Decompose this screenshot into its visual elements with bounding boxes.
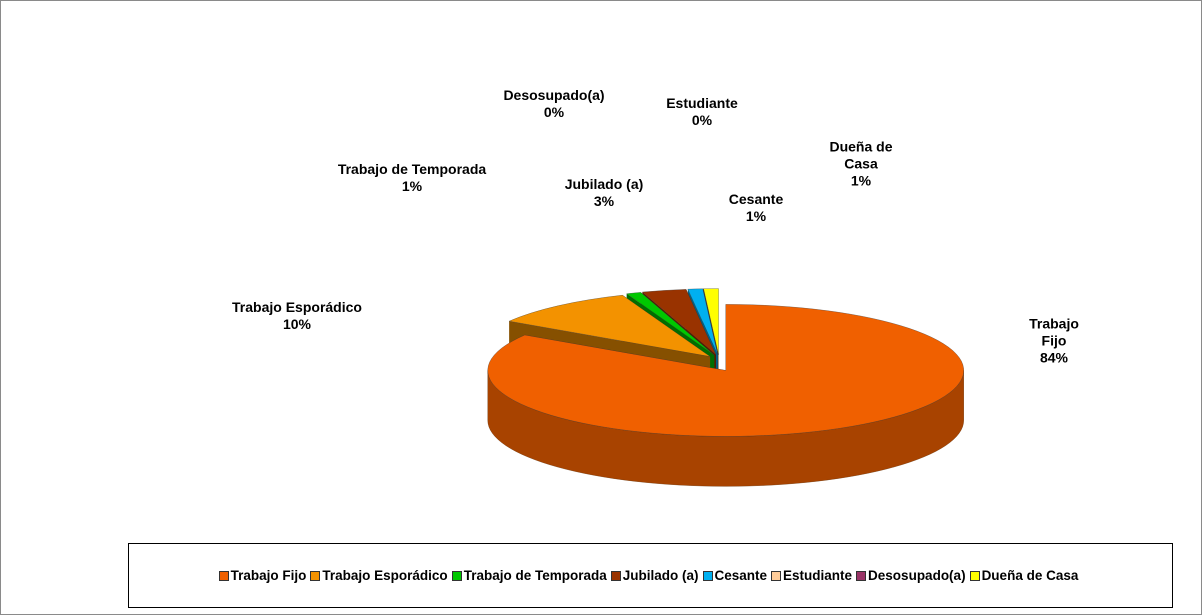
legend-swatch bbox=[702, 570, 713, 581]
data-label: Cesante 1% bbox=[706, 191, 806, 225]
slice-top bbox=[508, 295, 711, 357]
legend-swatch bbox=[310, 570, 321, 581]
legend-swatch bbox=[969, 570, 980, 581]
data-label-name: Trabajo Fijo bbox=[1029, 315, 1079, 349]
legend-item: Desosupado(a) bbox=[856, 568, 966, 583]
data-label: Trabajo de Temporada 1% bbox=[312, 161, 512, 195]
legend-item: Estudiante bbox=[771, 568, 852, 583]
legend-swatch bbox=[856, 570, 867, 581]
data-label-name: Trabajo de Temporada bbox=[337, 161, 487, 177]
data-label-value: 0% bbox=[691, 112, 713, 128]
slice-top bbox=[703, 288, 719, 355]
legend-label: Desosupado(a) bbox=[868, 568, 966, 583]
data-label-name: Desosupado(a) bbox=[503, 87, 605, 103]
data-label-value: 84% bbox=[1039, 349, 1069, 366]
legend-label: Trabajo Esporádico bbox=[322, 568, 448, 583]
slice-top bbox=[487, 304, 964, 437]
legend-label: Trabajo de Temporada bbox=[463, 568, 607, 583]
legend-swatch bbox=[451, 570, 462, 581]
legend-item: Cesante bbox=[702, 568, 768, 583]
data-label-value: 10% bbox=[282, 316, 312, 332]
data-label-name: Trabajo Esporádico bbox=[232, 299, 362, 315]
data-label: Dueña de Casa 1% bbox=[826, 139, 896, 190]
data-label: Trabajo Fijo 84% bbox=[1019, 316, 1089, 367]
data-label-value: 1% bbox=[401, 178, 423, 194]
data-label-value: 0% bbox=[543, 104, 565, 120]
slice-top bbox=[642, 289, 717, 355]
data-label-value: 1% bbox=[745, 208, 767, 224]
legend-label: Estudiante bbox=[783, 568, 853, 583]
legend-swatch bbox=[218, 570, 229, 581]
data-label-value: 1% bbox=[850, 172, 872, 189]
legend-label: Dueña de Casa bbox=[981, 568, 1079, 583]
data-label: Trabajo Esporádico 10% bbox=[197, 299, 397, 333]
legend-swatch bbox=[610, 570, 621, 581]
slice-top bbox=[703, 288, 719, 355]
data-label-value: 3% bbox=[593, 193, 615, 209]
legend-label: Cesante bbox=[714, 568, 768, 583]
legend-label: Jubilado (a) bbox=[622, 568, 699, 583]
legend-swatch bbox=[771, 570, 782, 581]
slice-top bbox=[626, 292, 715, 356]
legend-item: Trabajo Fijo bbox=[218, 568, 307, 583]
slice-top bbox=[687, 288, 718, 355]
legend-label: Trabajo Fijo bbox=[230, 568, 307, 583]
legend-item: Dueña de Casa bbox=[969, 568, 1079, 583]
pie-slice bbox=[487, 304, 964, 487]
data-label: Estudiante 0% bbox=[642, 95, 762, 129]
data-label-name: Estudiante bbox=[666, 95, 738, 111]
data-label-name: Cesante bbox=[728, 191, 784, 207]
legend-item: Jubilado (a) bbox=[610, 568, 699, 583]
legend: Trabajo Fijo Trabajo Esporádico Trabajo de… bbox=[128, 543, 1173, 608]
data-label: Desosupado(a) 0% bbox=[484, 87, 624, 121]
pie bbox=[487, 288, 964, 487]
data-label: Jubilado (a) 3% bbox=[544, 176, 664, 210]
data-label-name: Dueña de Casa bbox=[829, 138, 893, 172]
data-label-name: Jubilado (a) bbox=[564, 176, 644, 192]
legend-item: Trabajo Esporádico bbox=[310, 568, 448, 583]
legend-item: Trabajo de Temporada bbox=[451, 568, 607, 583]
